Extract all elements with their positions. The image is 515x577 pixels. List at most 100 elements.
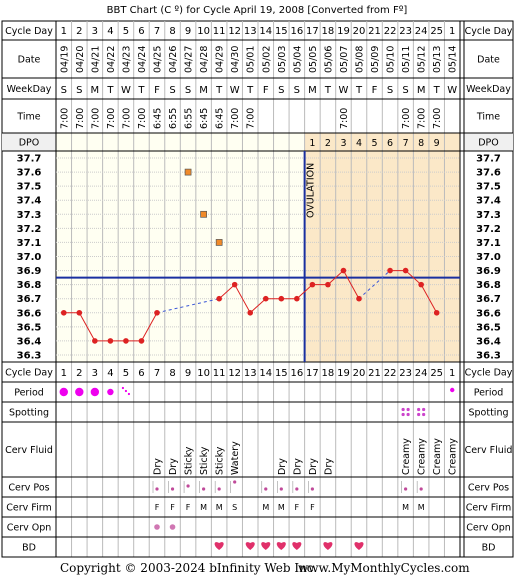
row-label-right-weekday: WeekDay [466,84,511,95]
weekday-cell: S [185,85,191,96]
temp-point [216,295,222,302]
footer-site[interactable]: www.MyMonthlyCycles.com [298,561,470,575]
cycle-day-cell: 4 [107,26,113,37]
date-cell: 04/22 [106,46,117,73]
temp-point [309,281,316,288]
time-cell: 7:00 [401,108,412,129]
y-tick-label: 36.7 [17,294,42,305]
weekday-cell: T [137,85,145,96]
spotting-dot [406,412,410,417]
y-tick-label-right: 36.6 [476,308,501,319]
weekday-cell: T [246,85,254,96]
temp-line-segment [390,270,438,314]
time-cell: 6:45 [153,108,164,129]
cycle-day-cell: 20 [353,26,366,37]
dpo-cell: 3 [340,138,346,149]
bd-heart-icon [245,542,255,550]
temp-point [418,281,424,288]
date-cell: 04/26 [168,46,179,73]
y-tick-label: 36.9 [17,266,42,277]
spotting-dot [422,407,426,412]
bd-heart-icon [276,542,286,550]
cycle-day-cell-bottom: 1 [61,368,67,379]
cycle-day-cell: 14 [259,26,272,37]
weekday-cell: T [355,85,363,96]
cycle-day-cell-bottom: 25 [430,368,443,379]
date-cell: 04/21 [90,46,101,73]
row-label-dpo: DPO [19,138,40,149]
cerv-pos-dot [155,487,159,491]
cerv-fluid-cell: Creamy [448,438,459,475]
bd-heart-icon [292,542,302,550]
temp-gap-dashed [156,298,220,314]
y-tick-label-right: 36.7 [476,294,501,305]
cycle-day-cell-bottom: 2 [76,368,82,379]
dpo-label-bg [2,133,56,151]
weekday-cell: T [433,85,441,96]
temp-point [154,309,160,316]
cycle-day-cell-bottom: 18 [322,368,335,379]
cerv-pos-dot [404,487,408,491]
cycle-day-cell-bottom: 5 [123,368,129,379]
time-cell: 7:00 [137,108,148,129]
cerv-pos-dot [264,487,268,491]
cerv-firm-cell: M [418,503,425,512]
y-tick-label-right: 37.5 [476,182,501,193]
y-tick-label: 37.3 [17,210,42,221]
period-spot [124,389,128,393]
row-label-right-bd: BD [482,543,496,554]
weekday-cell: W [339,85,349,96]
excluded-temp-marker [215,239,223,246]
date-cell: 04/29 [215,46,226,73]
y-tick-label-right: 37.0 [476,252,501,263]
cycle-day-cell: 10 [197,26,210,37]
footer-copyright: Copyright © 2003-2024 bInfinity Web Inc. [60,561,317,575]
date-cell: 04/28 [199,46,210,73]
temp-point [92,338,98,344]
cerv-fluid-cell: Sticky [184,446,195,475]
y-tick-label-right: 37.1 [476,238,501,249]
y-tick-label: 37.4 [17,196,42,207]
cycle-day-cell-bottom: 15 [275,368,288,379]
date-cell: 04/25 [153,46,164,73]
date-cell: 05/10 [386,46,397,73]
time-cell: 6:55 [184,108,195,129]
row-label-right-date: Date [477,55,500,66]
date-cell: 05/03 [277,46,288,73]
row-label-right-cycle: Cycle Day [465,26,513,37]
date-cell: 05/05 [308,46,319,73]
cycle-day-cell: 3 [92,26,98,37]
cycle-day-cell-bottom: 3 [92,368,98,379]
weekday-cell: M [417,85,426,96]
cerv-firm-cell: M [216,503,223,512]
cerv-fluid-cell: Dry [153,458,164,475]
cycle-day-cell: 15 [275,26,288,37]
period-spot [127,392,131,396]
row-label-fluid: Cerv Fluid [5,445,53,456]
cerv-firm-cell: F [295,503,300,512]
ovulation-label: OVULATION [306,163,317,218]
cerv-fluid-cell: Dry [308,458,319,475]
cycle-day-cell: 21 [368,26,381,37]
cycle-day-cell-bottom: 8 [169,368,175,379]
dpo-cell: 9 [434,138,440,149]
cycle-day-cell: 22 [384,26,397,37]
date-cell: 04/19 [59,46,70,73]
date-cell: 05/02 [261,46,272,73]
cerv-fluid-cell: Dry [168,458,179,475]
cycle-day-cell-bottom: 21 [368,368,381,379]
temp-line-segment [218,269,360,314]
cycle-day-cell-bottom: 24 [415,368,428,379]
weekday-cell: M [91,85,100,96]
period-medium-dot [107,388,114,396]
y-tick-label: 37.2 [17,224,42,235]
temp-point [340,267,347,274]
cerv-pos-dot [295,487,299,491]
date-cell: 04/27 [184,46,195,73]
temp-point [325,281,331,288]
cerv-opn-dot [169,524,176,530]
row-label-opn: Cerv Opn [7,523,52,534]
weekday-cell: T [324,85,332,96]
weekday-cell: S [294,85,300,96]
y-tick-label: 36.5 [17,322,42,333]
